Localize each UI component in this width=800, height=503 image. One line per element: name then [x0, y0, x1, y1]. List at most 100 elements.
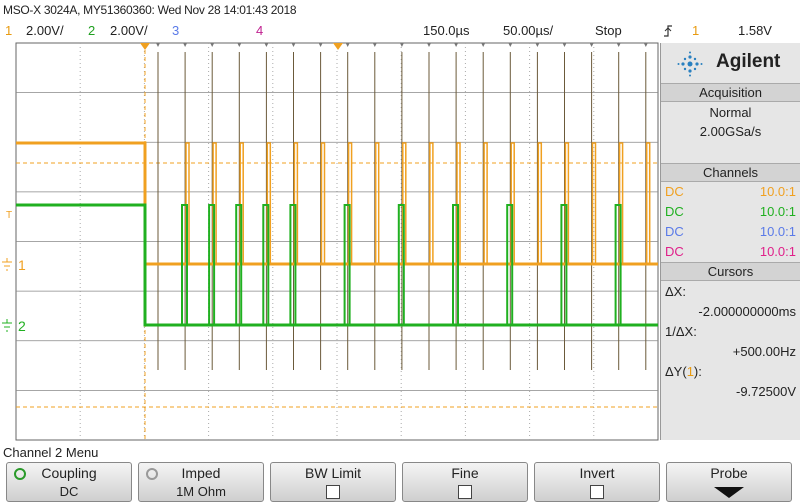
ch1-pulse [591, 142, 597, 264]
trigger-edge-icon [664, 25, 672, 37]
ch2-label: 2 [88, 23, 96, 38]
ch1-pulse [374, 142, 380, 264]
ch4-label: 4 [256, 23, 264, 38]
pulse-marker [562, 43, 567, 47]
trigger-source: 1 [692, 23, 700, 38]
pulse-marker [508, 43, 513, 47]
acq-rate: 2.00GSa/s [699, 124, 762, 139]
softkey[interactable]: BW Limit [270, 462, 396, 502]
down-arrow [714, 487, 744, 498]
softkey-value: DC [59, 484, 79, 499]
softkey[interactable]: Probe [666, 462, 792, 502]
channel-probe: 10.0:1 [759, 184, 796, 199]
run-state: Stop [595, 23, 622, 38]
inv-dx-value: +500.00Hz [732, 344, 796, 359]
pulse-marker [372, 43, 377, 47]
checkbox [458, 485, 472, 499]
inv-dx-label: 1/ΔX: [665, 324, 697, 339]
ch1-scale: 2.00V/ [26, 23, 64, 38]
pulse-marker [643, 43, 648, 47]
softkey-label: Invert [579, 465, 615, 481]
channel-coupling: DC [665, 244, 684, 259]
ch2-pulse [397, 204, 405, 325]
dx-label: ΔX: [665, 284, 686, 299]
pulse-marker [264, 43, 269, 47]
ch1-pulse [510, 142, 515, 264]
ch1-pulse [320, 142, 326, 264]
softkey[interactable]: Coupling DC [6, 462, 132, 502]
ch1-pulse [212, 142, 217, 264]
ch2-pulse [289, 204, 297, 325]
softkey-value: 1M Ohm [176, 484, 226, 499]
softkey-label: Probe [710, 465, 748, 481]
ch1-pulse [429, 142, 434, 264]
pulse-marker [616, 43, 621, 47]
cursors-header: Cursors [661, 262, 800, 281]
agilent-logo [677, 51, 703, 77]
ch2-pulse [262, 204, 270, 325]
softkey-label: Fine [451, 465, 479, 481]
pulse-marker [318, 43, 323, 47]
pulse-marker [427, 43, 431, 47]
ch2-pulse [614, 204, 622, 325]
pulse-marker [156, 43, 160, 47]
ch1-pulse [266, 142, 272, 264]
status-bar: 1 2.00V/ 2 2.00V/ 3 4 150.0µs 50.00µs/ S… [0, 21, 800, 42]
checkbox [590, 485, 604, 499]
trigger-pos-marker [333, 43, 343, 50]
softkey[interactable]: Invert [534, 462, 660, 502]
pulse-marker [589, 43, 594, 47]
channels-header: Channels [661, 163, 800, 182]
ch2-pulse [506, 204, 514, 325]
acquisition-header: Acquisition [661, 83, 800, 102]
ch1-ground [2, 258, 12, 271]
ch2-pulse [208, 204, 216, 325]
ch2-pulse [560, 204, 568, 325]
trigger-pos-marker [140, 43, 150, 50]
menu-title: Channel 2 Menu [3, 445, 99, 460]
dx-value: -2.000000000ms [698, 304, 796, 319]
cycle [146, 468, 158, 480]
softkey-label: BW Limit [305, 465, 361, 481]
trigger-marker: T [6, 210, 12, 221]
ch1-pulse [402, 142, 407, 264]
header-title: MSO-X 3024A, MY51360360: Wed Nov 28 14:0… [3, 3, 297, 17]
ch1-pulse [293, 142, 299, 264]
pulse-marker [535, 43, 540, 47]
ch1-pulse [239, 142, 244, 264]
cycle-icon [14, 468, 26, 480]
arrow [714, 487, 744, 498]
brand: Agilent [716, 51, 781, 72]
ch1-pulse [564, 142, 570, 264]
dy-label-a: ΔY( [665, 364, 687, 379]
dy-value: -9.72500V [736, 384, 796, 399]
channel-probe: 10.0:1 [759, 204, 796, 219]
trigger-level: 1.58V [738, 23, 772, 38]
pulse-marker [345, 43, 350, 47]
ch1-pulse [456, 142, 461, 264]
ch1-marker: 1 [18, 257, 26, 273]
acq-mode: Normal [709, 105, 752, 120]
channel-coupling: DC [665, 184, 684, 199]
pulse-marker [237, 43, 242, 47]
pulse-marker [183, 43, 188, 47]
ch2-pulse [452, 204, 459, 325]
side-panel: Agilent Acquisition Normal 2.00GSa/s Cha… [660, 43, 800, 440]
ch1-pulse [483, 142, 488, 264]
softkey[interactable]: Imped 1M Ohm [138, 462, 264, 502]
ch2-marker: 2 [18, 318, 26, 334]
ch1-pulse [347, 142, 353, 264]
channel-coupling: DC [665, 224, 684, 239]
checkbox [326, 485, 340, 499]
pulse-marker [399, 43, 404, 47]
pulse-marker [454, 43, 459, 47]
softkey[interactable]: Fine [402, 462, 528, 502]
ch3-label: 3 [172, 23, 180, 38]
time-scale: 50.00µs/ [503, 23, 554, 38]
ch1-pulse [537, 142, 543, 264]
ch1-pulse [645, 142, 651, 264]
dy-source: 1 [686, 364, 694, 379]
cycle [14, 468, 26, 480]
softkey-label: Coupling [41, 465, 97, 481]
